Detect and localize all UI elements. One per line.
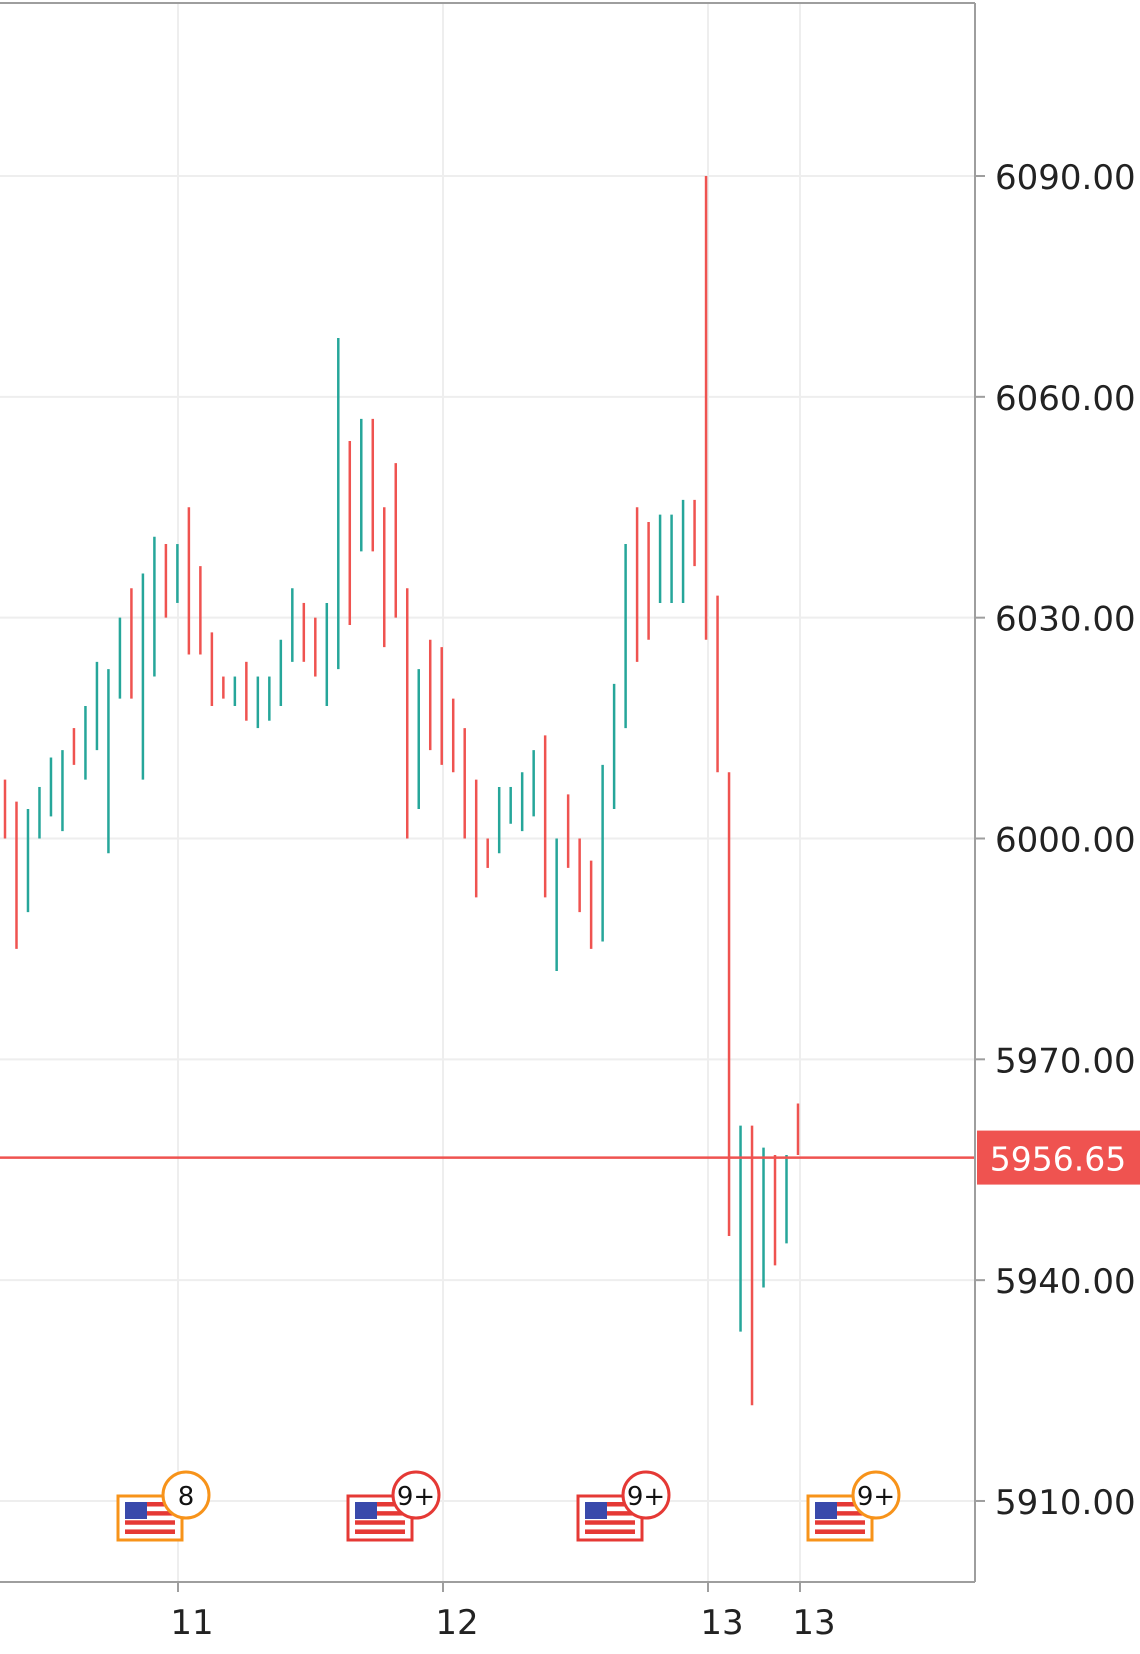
event-count-badge xyxy=(851,1470,901,1520)
event-count-label: 9+ xyxy=(397,1482,435,1512)
flag-stripe xyxy=(585,1515,635,1521)
flag-canton xyxy=(355,1502,377,1519)
flag-stripe xyxy=(355,1524,405,1530)
flag-stripe xyxy=(585,1511,635,1516)
flag-stripe xyxy=(125,1502,175,1507)
event-count-label: 9+ xyxy=(857,1482,895,1512)
flag-stripe xyxy=(815,1524,865,1530)
flag-stripe xyxy=(125,1511,175,1516)
flag-stripe xyxy=(815,1506,865,1512)
time-tick-label: 12 xyxy=(435,1603,478,1643)
flag-stripe xyxy=(585,1520,635,1525)
flag-stripe xyxy=(355,1506,405,1512)
flag-stripe xyxy=(355,1502,405,1507)
flag-canton xyxy=(125,1502,147,1519)
flag-canton xyxy=(585,1502,607,1519)
price-tick-label: 5940.00 xyxy=(995,1262,1136,1302)
flag-stripe xyxy=(355,1515,405,1521)
grid-layer xyxy=(0,3,975,1582)
event-count-label: 8 xyxy=(178,1482,195,1512)
event-count-badge xyxy=(391,1470,441,1520)
flag-stripe xyxy=(125,1524,175,1530)
flag-stripe xyxy=(125,1506,175,1512)
ohlc-bars xyxy=(3,176,800,1406)
event-marker[interactable]: 8 xyxy=(116,1470,211,1542)
flag-canton xyxy=(815,1502,837,1519)
event-count-badge xyxy=(161,1470,211,1520)
flag-stripe xyxy=(125,1520,175,1525)
flag-stripe xyxy=(815,1520,865,1525)
flag-stripe xyxy=(585,1529,635,1534)
price-tick-label: 6000.00 xyxy=(995,820,1136,860)
time-tick-label: 11 xyxy=(170,1603,213,1643)
flag-stripe xyxy=(585,1502,635,1507)
economic-events-layer[interactable]: 8 9+ 9+ 9+ xyxy=(116,1470,901,1542)
us-flag-icon xyxy=(815,1502,865,1534)
flag-stripe xyxy=(585,1524,635,1530)
flag-stripe xyxy=(815,1511,865,1516)
time-tick-label: 13 xyxy=(792,1603,835,1643)
price-tick-label: 6060.00 xyxy=(995,379,1136,419)
us-flag-icon xyxy=(355,1502,405,1534)
last-price-label: 5956.65 xyxy=(990,1140,1126,1179)
price-tick-label: 6030.00 xyxy=(995,600,1136,640)
time-tick-label: 13 xyxy=(700,1603,743,1643)
price-tick-label: 6090.00 xyxy=(995,158,1136,198)
event-marker[interactable]: 9+ xyxy=(346,1470,441,1542)
flag-stripe xyxy=(815,1502,865,1507)
us-flag-icon xyxy=(585,1502,635,1534)
price-tick-label: 5910.00 xyxy=(995,1483,1136,1523)
flag-stripe xyxy=(355,1511,405,1516)
event-marker[interactable]: 9+ xyxy=(576,1470,671,1542)
flag-stripe xyxy=(815,1529,865,1534)
event-count-badge xyxy=(621,1470,671,1520)
flag-stripe xyxy=(125,1515,175,1521)
last-price-badge xyxy=(977,1130,1140,1185)
flag-stripe xyxy=(355,1529,405,1534)
price-tick-label: 5970.00 xyxy=(995,1041,1136,1081)
event-marker[interactable]: 9+ xyxy=(806,1470,901,1542)
flag-stripe xyxy=(125,1529,175,1534)
event-count-label: 9+ xyxy=(627,1482,665,1512)
us-flag-icon xyxy=(125,1502,175,1534)
flag-stripe xyxy=(355,1520,405,1525)
flag-stripe xyxy=(585,1506,635,1512)
flag-stripe xyxy=(815,1515,865,1521)
